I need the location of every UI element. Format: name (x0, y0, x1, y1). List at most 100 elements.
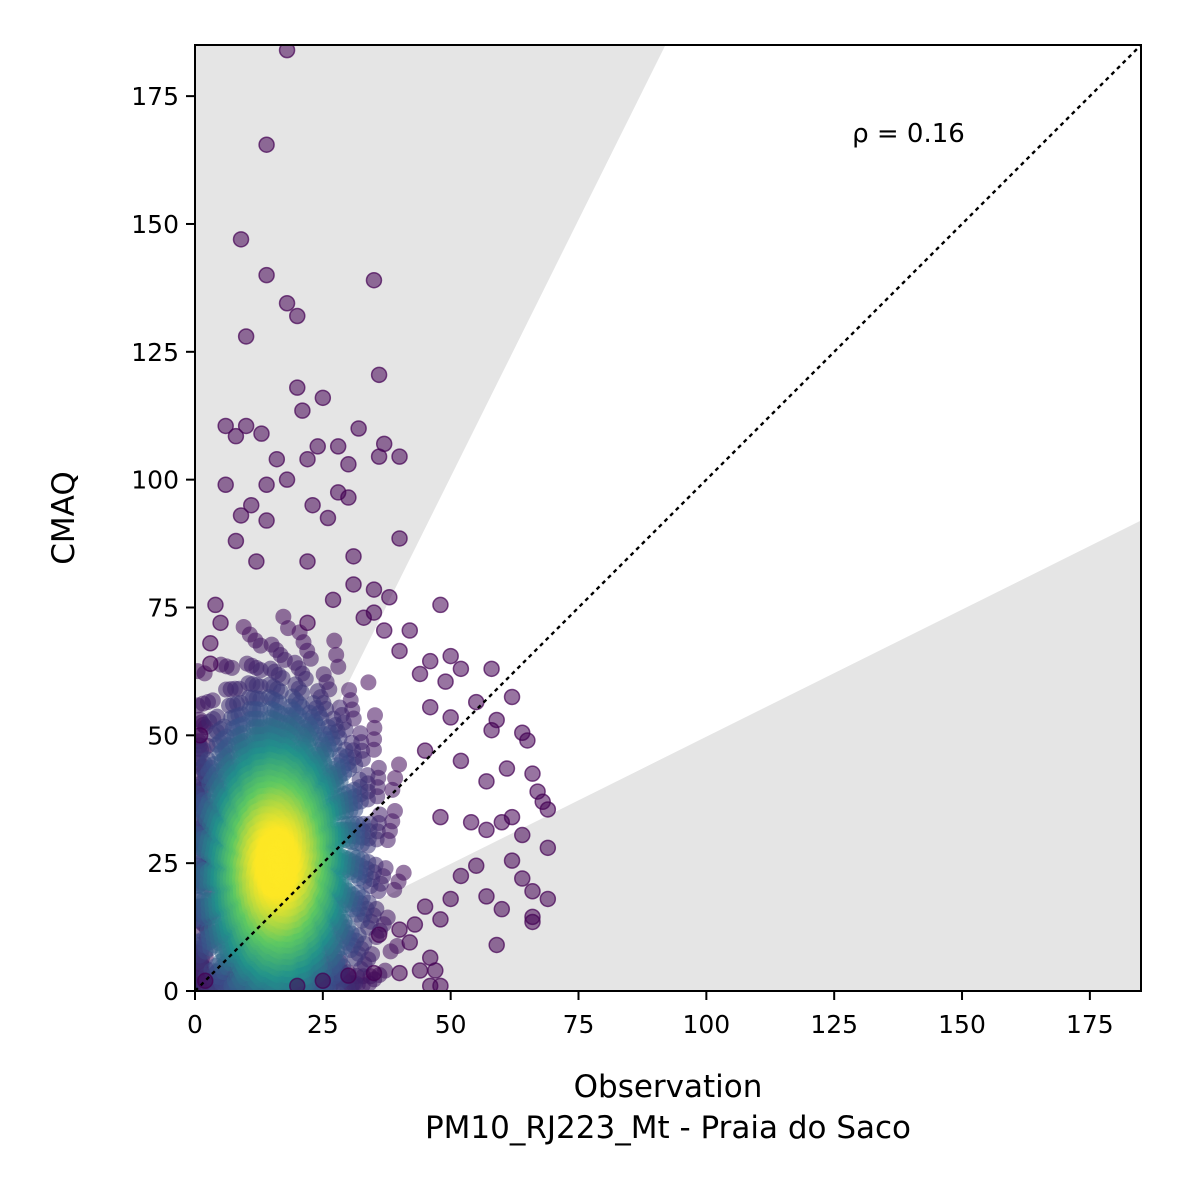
data-point (483, 721, 500, 739)
data-point (202, 635, 219, 652)
data-point (478, 821, 495, 839)
y-tick-label: 100 (131, 466, 179, 495)
data-point (391, 921, 408, 938)
data-point (452, 660, 470, 678)
y-tick-label: 25 (147, 849, 179, 878)
data-point (304, 496, 321, 514)
data-point (289, 307, 306, 325)
data-point (258, 512, 275, 529)
data-point (442, 890, 459, 908)
data-point (467, 857, 485, 874)
y-tick-label: 50 (147, 721, 179, 750)
data-point (299, 450, 316, 468)
data-point (195, 727, 209, 744)
y-tick-label: 175 (131, 82, 179, 111)
density-point (268, 855, 285, 872)
data-point (503, 688, 521, 706)
data-point (391, 642, 408, 660)
data-point (514, 826, 531, 844)
data-point (375, 622, 393, 639)
data-point (421, 698, 439, 716)
data-point (278, 294, 296, 312)
data-point (258, 136, 275, 153)
density-point (382, 943, 399, 960)
data-point (258, 476, 275, 494)
data-point (253, 425, 270, 442)
data-point (478, 888, 495, 905)
data-point (427, 962, 444, 979)
y-tick-label: 125 (131, 338, 179, 367)
data-point (278, 471, 296, 488)
correlation-annotation: ρ = 0.16 (852, 119, 965, 149)
data-point (345, 576, 362, 593)
data-point (314, 972, 332, 990)
density-point (365, 741, 382, 758)
plot-area (195, 45, 1141, 991)
x-tick-label: 175 (1066, 1010, 1114, 1039)
data-point (483, 660, 500, 678)
data-point (391, 448, 408, 465)
data-point (452, 867, 470, 885)
one-to-one-line (195, 45, 1141, 991)
data-point (432, 808, 449, 826)
shaded-lower-band (195, 520, 1141, 991)
density-point (366, 719, 383, 736)
data-point (268, 450, 286, 468)
data-point (432, 911, 449, 928)
data-point (452, 752, 470, 770)
x-tick-label: 75 (563, 1010, 595, 1039)
data-point (355, 609, 372, 626)
density-point (204, 692, 221, 709)
data-point (340, 967, 357, 984)
data-point (365, 964, 383, 982)
data-point (391, 964, 408, 982)
data-point (370, 448, 388, 465)
data-point (539, 890, 557, 908)
data-point (416, 742, 434, 759)
density-point (328, 646, 345, 663)
y-tick-label: 0 (163, 977, 179, 1006)
data-point (289, 379, 306, 396)
density-point (302, 650, 319, 667)
data-point (340, 489, 357, 506)
data-point (498, 760, 516, 777)
y-axis-label: CMAQ (46, 471, 82, 564)
data-point (329, 438, 347, 455)
data-point (365, 271, 383, 289)
data-point (514, 870, 531, 887)
data-point (401, 934, 419, 951)
x-tick-label: 125 (810, 1010, 858, 1039)
data-point (411, 962, 429, 979)
data-point (406, 916, 424, 933)
data-point (442, 709, 459, 726)
data-point (524, 913, 541, 931)
y-tick-label: 75 (147, 593, 179, 622)
data-point (237, 328, 255, 345)
data-point (462, 814, 480, 831)
data-point (319, 509, 337, 527)
data-point (381, 589, 398, 606)
data-point (524, 883, 541, 900)
density-point (384, 781, 401, 798)
data-point (309, 438, 326, 455)
x-tick-label: 50 (435, 1010, 467, 1039)
data-point (421, 652, 439, 670)
data-point (217, 417, 234, 435)
data-point (237, 417, 255, 435)
plot-frame (194, 44, 1142, 992)
data-point (411, 665, 429, 683)
data-point (493, 900, 511, 918)
data-point (232, 507, 250, 524)
data-point (519, 732, 536, 749)
data-point (289, 977, 306, 991)
data-point (365, 581, 383, 598)
data-point (432, 596, 449, 614)
density-point (326, 632, 343, 649)
x-tick-label: 25 (307, 1010, 339, 1039)
x-axis-label: Observation (574, 1069, 763, 1105)
x-tick-label: 100 (682, 1010, 730, 1039)
data-point (437, 673, 454, 690)
data-point (278, 45, 296, 59)
data-point (539, 801, 557, 818)
